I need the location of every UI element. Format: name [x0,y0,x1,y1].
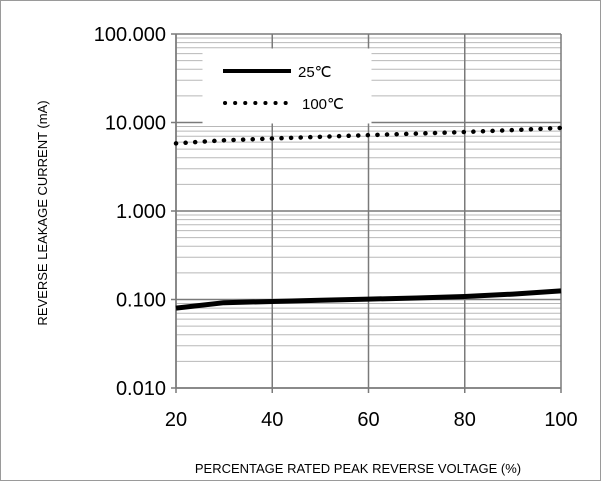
x-tick-label: 60 [357,409,379,431]
legend-label-25c: 25℃ [298,64,332,81]
x-tick-label: 80 [454,409,476,431]
series-line-25 [175,288,562,311]
axes [175,34,561,389]
series-line-100 [173,125,564,146]
x-axis-title: PERCENTAGE RATED PEAK REVERSE VOLTAGE (%… [195,461,521,476]
x-tick-label: 40 [261,409,283,431]
x-tick-label: 100 [544,409,577,431]
y-tick-label: 0.100 [116,290,166,312]
series-layer [173,125,564,311]
tick-labels: 0.010 0.100 1.000 10.000 100.000 20 40 60 80 100 [94,24,578,431]
y-tick-label: 100.000 [94,24,166,46]
y-tick-label: 1.000 [116,201,166,223]
y-axis-title: REVERSE LEAKAGE CURRENT (mA) [35,100,50,325]
y-tick-label: 10.000 [105,113,166,135]
legend-box [202,48,372,124]
x-tick-label: 20 [165,409,187,431]
legend-label-100c: 100℃ [302,96,344,113]
y-tick-label: 0.010 [116,378,166,400]
